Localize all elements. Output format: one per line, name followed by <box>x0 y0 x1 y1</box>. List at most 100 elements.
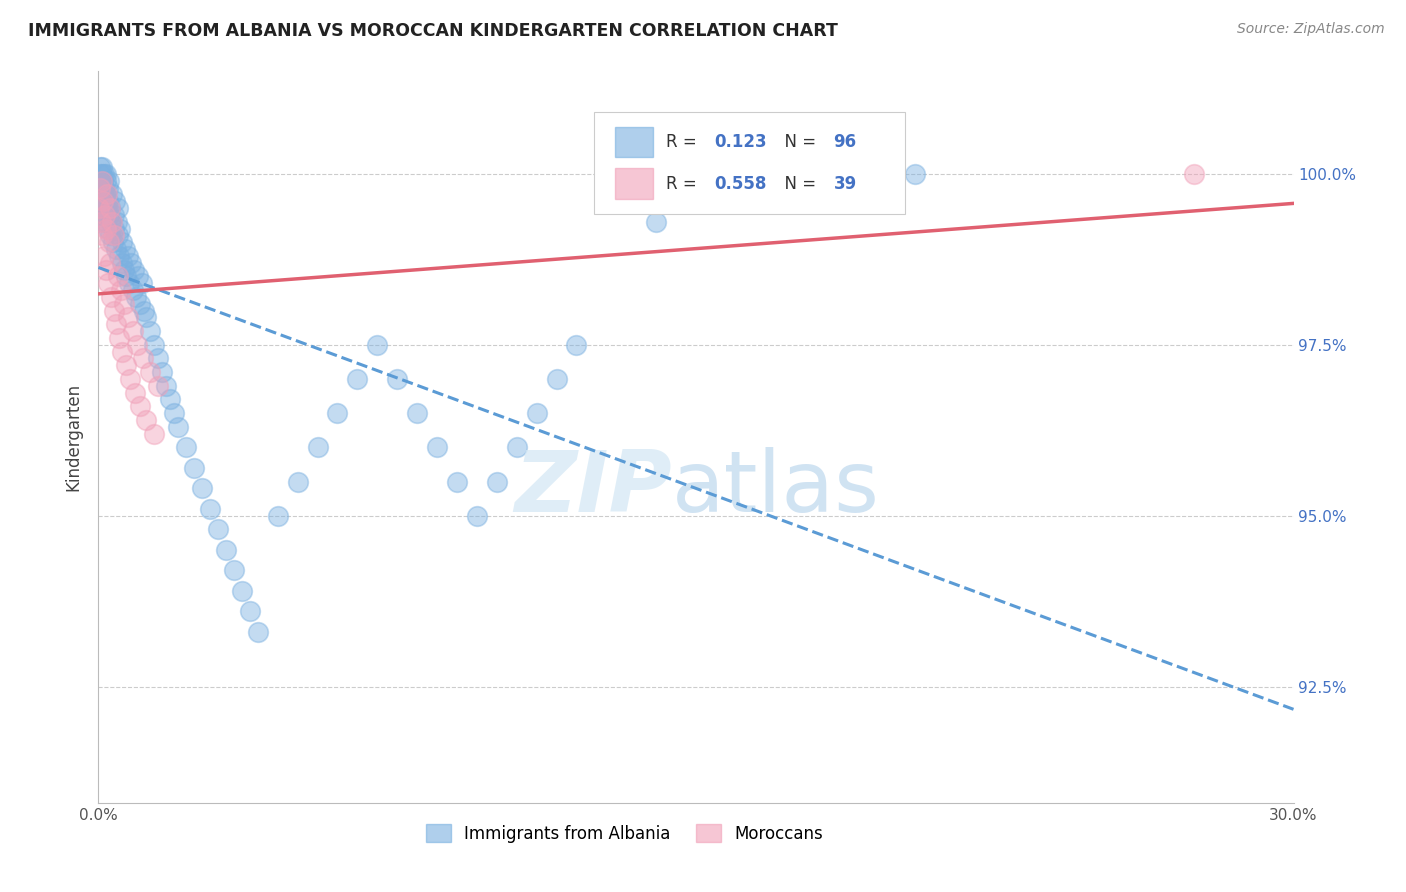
Point <box>110 256 132 270</box>
Point <box>183 460 205 475</box>
Point <box>904 167 927 181</box>
Point <box>103 221 125 235</box>
Point <box>89 201 111 215</box>
Point <box>89 180 111 194</box>
Point <box>108 331 131 345</box>
Point <box>485 475 508 489</box>
Point <box>222 563 245 577</box>
Point <box>98 174 121 188</box>
Point <box>143 426 166 441</box>
Point <box>91 187 114 202</box>
Point <box>465 508 488 523</box>
Point <box>114 242 136 256</box>
Point <box>98 201 122 215</box>
Point <box>90 201 112 215</box>
Point <box>93 180 115 194</box>
Point <box>121 324 143 338</box>
Text: ZIP: ZIP <box>515 447 672 530</box>
Text: N =: N = <box>773 133 827 151</box>
Point <box>96 201 118 215</box>
Point <box>90 215 112 229</box>
Point <box>97 277 120 291</box>
Point <box>307 440 329 454</box>
Point <box>546 372 568 386</box>
Text: 0.123: 0.123 <box>714 133 766 151</box>
Point <box>207 522 229 536</box>
Point <box>96 221 118 235</box>
Point <box>148 379 170 393</box>
Point <box>97 194 120 209</box>
Point <box>120 256 142 270</box>
Point <box>103 208 125 222</box>
Point <box>112 297 135 311</box>
Point <box>97 180 120 194</box>
Point <box>103 303 125 318</box>
Point <box>105 215 128 229</box>
Point <box>346 372 368 386</box>
Point <box>110 221 132 235</box>
Point <box>132 351 155 366</box>
Text: R =: R = <box>666 175 707 193</box>
Point <box>94 208 117 222</box>
Point <box>134 303 156 318</box>
Point <box>124 262 146 277</box>
Point <box>645 215 668 229</box>
Point <box>101 215 124 229</box>
Point <box>107 228 129 243</box>
Point <box>231 583 253 598</box>
Point <box>93 249 115 263</box>
Point <box>1182 167 1205 181</box>
Point <box>104 318 127 332</box>
Point <box>565 338 588 352</box>
Point <box>93 167 115 181</box>
Point <box>159 392 181 407</box>
Point <box>115 359 138 373</box>
Point <box>94 262 117 277</box>
Point <box>446 475 468 489</box>
Point <box>98 228 121 243</box>
Point <box>91 194 114 209</box>
Point <box>143 338 166 352</box>
Point <box>239 604 262 618</box>
Text: Source: ZipAtlas.com: Source: ZipAtlas.com <box>1237 22 1385 37</box>
Point <box>326 406 349 420</box>
Point <box>94 174 117 188</box>
Point <box>97 221 120 235</box>
Point <box>107 269 129 284</box>
Point <box>91 228 114 243</box>
Point <box>111 344 134 359</box>
Point <box>139 324 162 338</box>
Text: 39: 39 <box>834 175 856 193</box>
FancyBboxPatch shape <box>595 112 905 214</box>
Legend: Immigrants from Albania, Moroccans: Immigrants from Albania, Moroccans <box>419 818 830 849</box>
Point <box>287 475 309 489</box>
Y-axis label: Kindergarten: Kindergarten <box>65 383 83 491</box>
Point <box>131 277 153 291</box>
Point <box>163 406 186 420</box>
Point <box>148 351 170 366</box>
Text: IMMIGRANTS FROM ALBANIA VS MOROCCAN KINDERGARTEN CORRELATION CHART: IMMIGRANTS FROM ALBANIA VS MOROCCAN KIND… <box>28 22 838 40</box>
Point <box>267 508 290 523</box>
Point <box>135 413 157 427</box>
Bar <box>614 127 652 157</box>
Point <box>89 174 111 188</box>
Point <box>91 215 114 229</box>
Point <box>526 406 548 420</box>
Point <box>93 187 115 202</box>
Point <box>89 194 111 209</box>
Point <box>174 440 197 454</box>
Point <box>129 297 152 311</box>
Point <box>127 338 149 352</box>
Point <box>125 290 148 304</box>
Point <box>98 256 121 270</box>
Point <box>191 481 214 495</box>
Point <box>155 379 177 393</box>
Point <box>506 440 529 454</box>
Point <box>104 242 127 256</box>
Point <box>97 208 120 222</box>
Point <box>104 194 127 209</box>
Point <box>129 400 152 414</box>
Text: atlas: atlas <box>672 447 880 530</box>
Point <box>115 269 138 284</box>
Point <box>118 277 141 291</box>
